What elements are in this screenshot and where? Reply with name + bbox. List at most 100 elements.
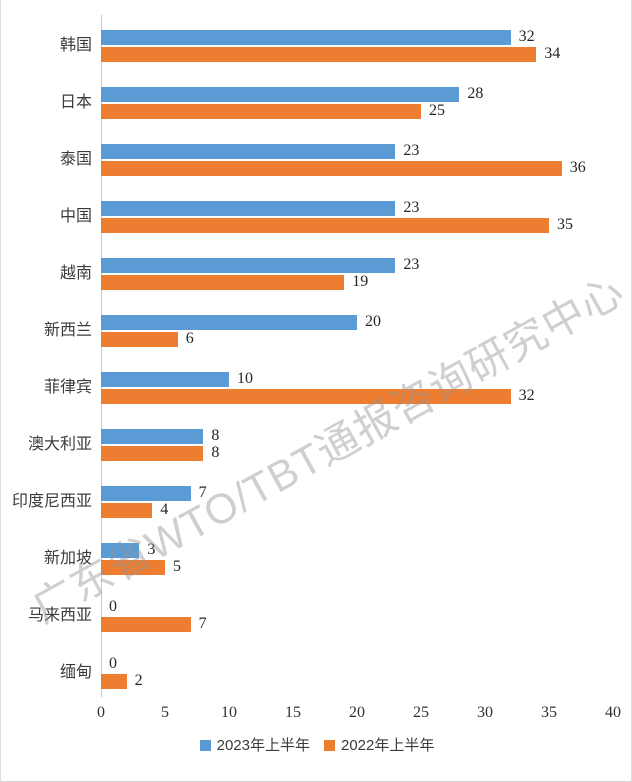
bar-2022年上半年	[101, 502, 153, 518]
category-label: 新加坡	[43, 549, 92, 567]
bar-line: 0	[101, 598, 631, 615]
bar-line: 5	[101, 559, 631, 575]
bar-line: 28	[101, 85, 631, 102]
bar-2023年上半年	[101, 86, 460, 102]
bar-line: 10	[101, 371, 631, 387]
bar-2022年上半年	[101, 217, 549, 233]
data-label: 4	[160, 501, 169, 518]
bar-2022年上半年	[101, 673, 127, 689]
bar-2023年上半年	[101, 200, 396, 216]
x-tick-label: 25	[413, 704, 429, 721]
x-tick-label: 40	[605, 704, 621, 721]
bar-2023年上半年	[101, 29, 511, 45]
category-label: 新西兰	[43, 321, 92, 339]
bar-line: 6	[101, 330, 631, 347]
bar-2023年上半年	[101, 542, 140, 558]
category-label: 印度尼西亚	[11, 492, 92, 510]
bar-line: 23	[101, 256, 631, 273]
category-bars: 23 19	[101, 256, 631, 290]
bar-line: 7	[101, 484, 631, 501]
data-label: 2	[134, 672, 143, 689]
bar-line: 8	[101, 427, 631, 444]
data-label: 23	[403, 256, 420, 273]
data-label: 8	[211, 427, 220, 444]
data-label: 35	[557, 216, 573, 233]
data-label: 23	[403, 199, 420, 216]
bar-line: 36	[101, 159, 631, 176]
bar-2022年上半年	[101, 388, 511, 404]
bar-2023年上半年	[101, 257, 396, 273]
chart-row: 菲律宾 10 32	[1, 359, 631, 416]
data-label: 7	[198, 484, 207, 501]
bar-line: 4	[101, 501, 631, 518]
chart-row: 中国 23 35	[1, 188, 631, 245]
category-label: 韩国	[59, 36, 92, 54]
chart-row: 缅甸 0 2	[1, 644, 631, 701]
y-axis-line	[101, 15, 102, 697]
bar-line: 8	[101, 444, 631, 461]
category-bars: 10 32	[101, 371, 631, 404]
data-label: 6	[185, 330, 194, 347]
chart-row: 澳大利亚 8 8	[1, 416, 631, 473]
bar-2023年上半年	[101, 485, 191, 501]
data-label: 19	[352, 273, 369, 290]
bar-line: 23	[101, 142, 631, 159]
category-bars: 32 34	[101, 29, 631, 62]
category-label: 澳大利亚	[27, 435, 92, 453]
bar-line: 25	[101, 102, 631, 119]
bar-2023年上半年	[101, 428, 204, 444]
bar-2023年上半年	[101, 314, 357, 330]
bar-line: 32	[101, 387, 631, 404]
chart-row: 新西兰 20 6	[1, 302, 631, 359]
data-label: 0	[109, 598, 117, 615]
chart-row: 马来西亚 0 7	[1, 587, 631, 644]
category-label: 越南	[59, 264, 92, 282]
bar-line: 35	[101, 216, 631, 233]
data-label: 28	[467, 85, 484, 102]
bar-2023年上半年	[101, 371, 229, 387]
bar-2022年上半年	[101, 616, 191, 632]
bar-line: 23	[101, 199, 631, 216]
bar-2022年上半年	[101, 160, 562, 176]
bar-rows: 韩国 32 34 日本 28 25 泰国 23 36 中国 23 35 越南 23 19 新西兰 20 6 菲律宾 1…	[1, 17, 631, 701]
bar-2023年上半年	[101, 143, 396, 159]
data-label: 20	[365, 313, 381, 330]
x-tick-label: 0	[97, 704, 105, 721]
data-label: 34	[544, 45, 561, 62]
data-label: 8	[211, 444, 220, 461]
legend-item: 2023年上半年	[199, 737, 310, 754]
bar-2022年上半年	[101, 445, 204, 461]
category-label: 日本	[59, 93, 92, 111]
category-bars: 20 6	[101, 313, 631, 347]
bar-2022年上半年	[101, 103, 421, 119]
data-label: 25	[429, 102, 445, 119]
bar-line: 2	[101, 672, 631, 689]
chart-row: 新加坡 3 5	[1, 530, 631, 587]
x-tick-label: 30	[477, 704, 493, 721]
bar-line: 3	[101, 542, 631, 558]
chart-row: 泰国 23 36	[1, 131, 631, 188]
bar-line: 34	[101, 45, 631, 62]
data-label: 32	[518, 387, 535, 404]
data-label: 7	[198, 615, 207, 632]
category-label: 泰国	[59, 150, 92, 168]
x-tick-label: 35	[541, 704, 557, 721]
legend: 2023年上半年 2022年上半年	[1, 737, 631, 754]
chart-row: 越南 23 19	[1, 245, 631, 302]
legend-swatch-icon	[324, 740, 335, 751]
legend-label: 2023年上半年	[216, 737, 310, 754]
legend-item: 2022年上半年	[324, 738, 434, 753]
bar-line: 32	[101, 29, 631, 45]
legend-swatch-icon	[199, 740, 211, 751]
data-label: 36	[569, 159, 586, 176]
chart-row: 日本 28 25	[1, 74, 631, 131]
x-tick-label: 10	[221, 704, 237, 721]
category-label: 菲律宾	[43, 378, 92, 396]
data-label: 23	[403, 142, 420, 159]
category-label: 马来西亚	[27, 606, 92, 624]
